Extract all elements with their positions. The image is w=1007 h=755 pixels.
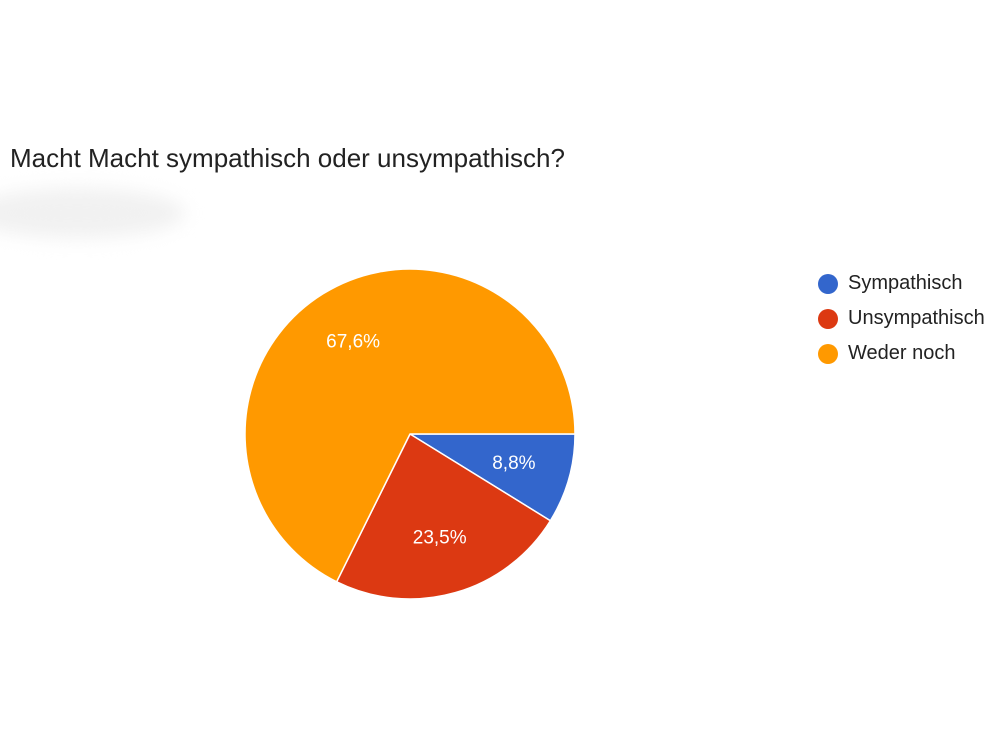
legend-swatch-unsympathisch (818, 308, 838, 329)
legend-item-sympathisch[interactable]: Sympathisch (818, 266, 985, 301)
slice-label-unsympathisch: 23,5% (413, 527, 467, 548)
slice-label-weder-noch: 67,6% (326, 332, 380, 353)
pie-slice-weder-noch[interactable] (244, 268, 576, 583)
blurred-region (0, 188, 185, 238)
pie-labels: 8,8% 23,5% 67,6% (326, 332, 535, 549)
legend-swatch-weder-noch (818, 343, 838, 364)
chart-legend: Sympathisch Unsympathisch Weder noch (818, 266, 985, 371)
chart-title: Macht Macht sympathisch oder unsympathis… (10, 143, 565, 173)
pie-slices (244, 268, 576, 600)
pie-slice-sympathisch[interactable] (409, 433, 576, 522)
legend-label-weder-noch: Weder noch (848, 342, 956, 364)
legend-swatch-sympathisch (818, 273, 838, 294)
legend-item-unsympathisch[interactable]: Unsympathisch (818, 301, 985, 336)
legend-label-unsympathisch: Unsympathisch (848, 307, 985, 329)
slice-label-sympathisch: 8,8% (492, 453, 535, 474)
legend-label-sympathisch: Sympathisch (848, 272, 963, 294)
legend-item-weder-noch[interactable]: Weder noch (818, 336, 985, 371)
